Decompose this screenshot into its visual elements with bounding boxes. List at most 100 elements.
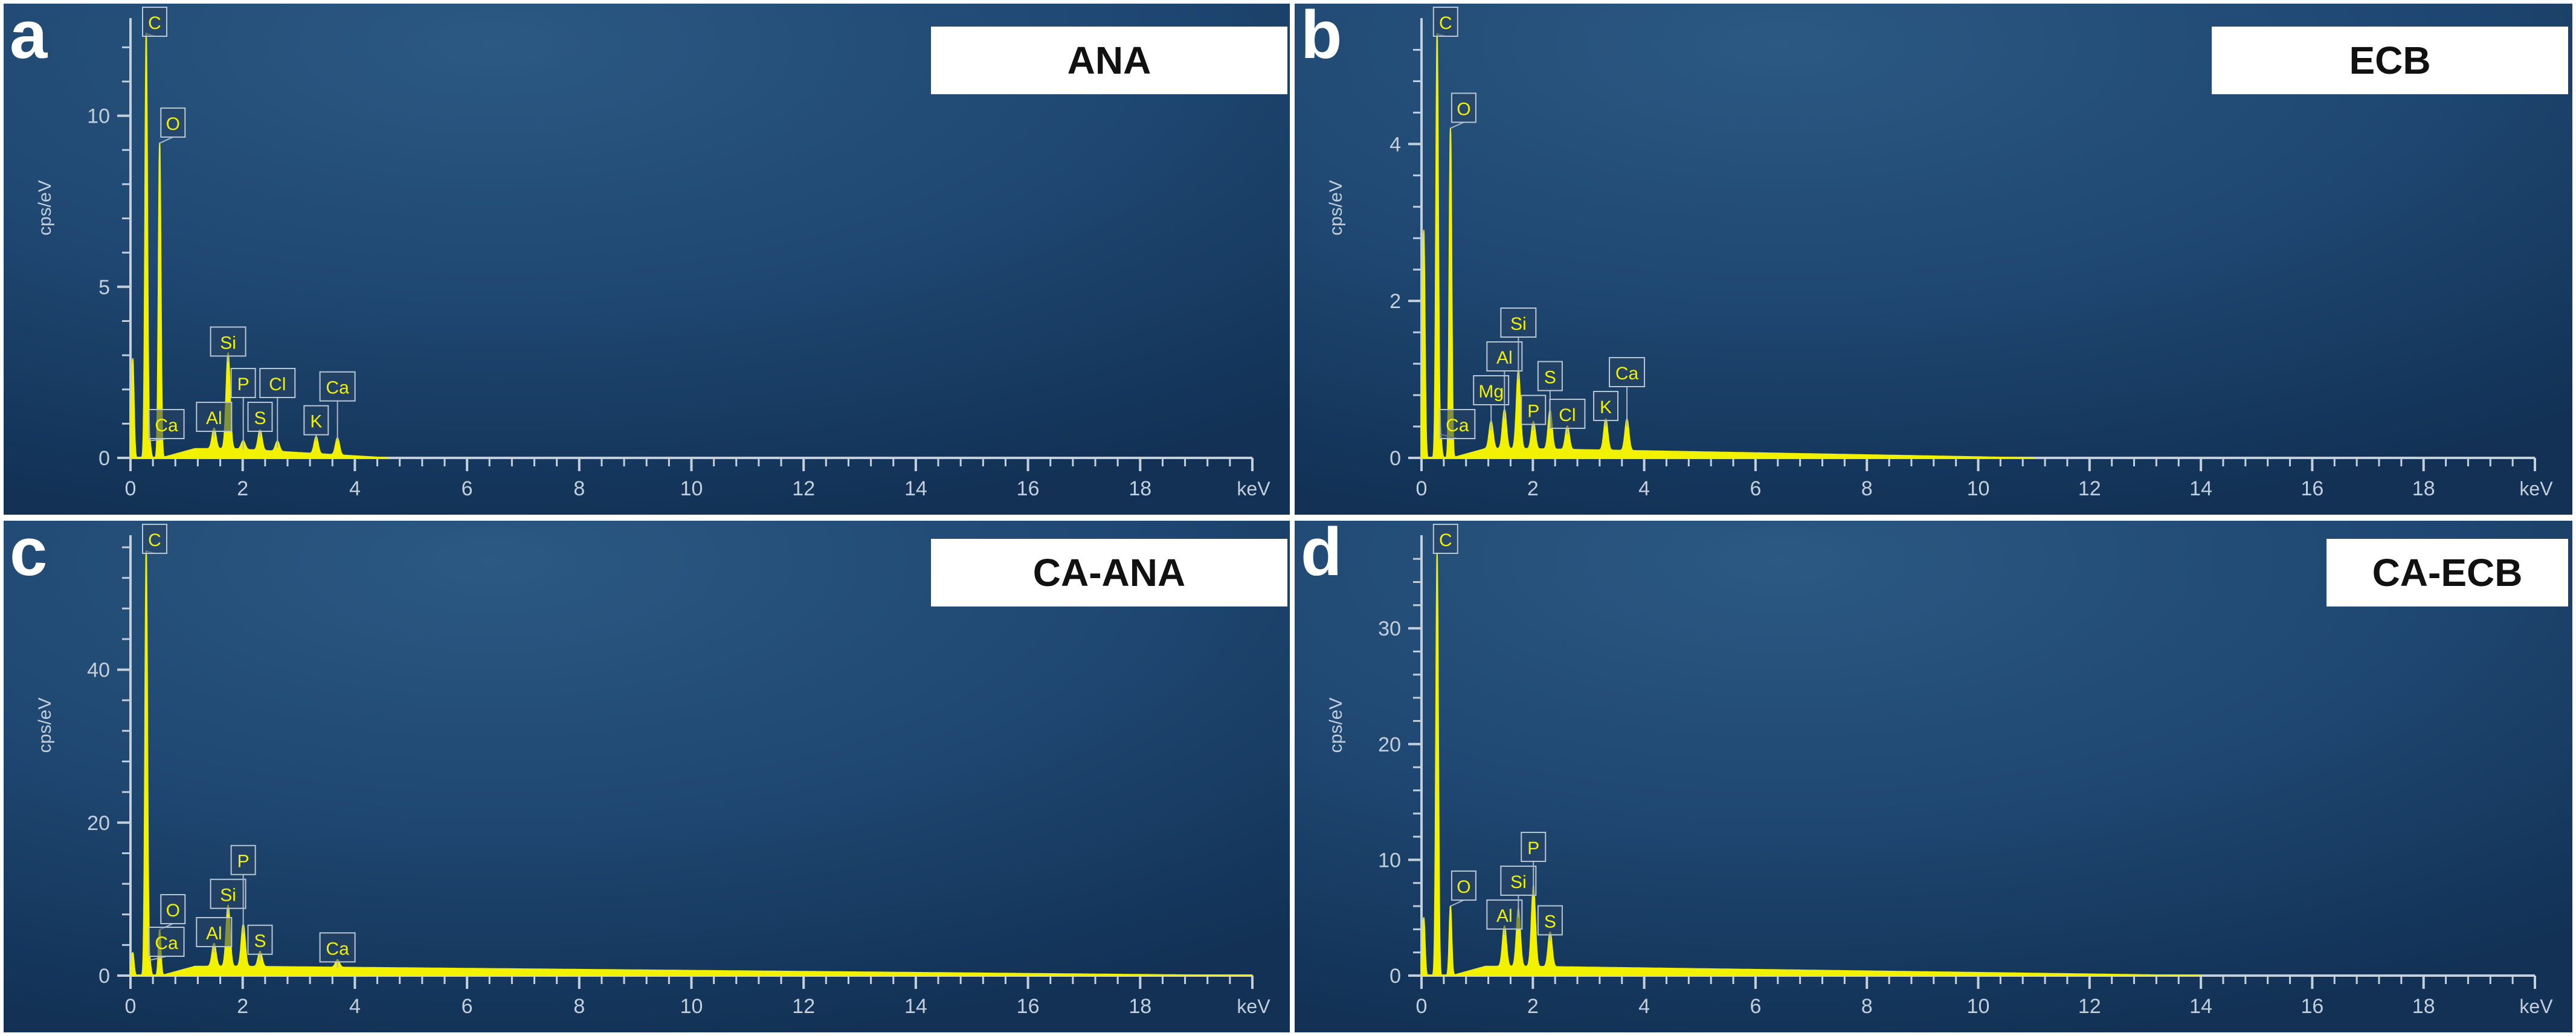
x-axis-label: keV [1237,478,1270,500]
x-tick-label: 10 [1967,477,1990,500]
peak-label-box [1486,341,1523,372]
y-tick-label: 5 [98,276,110,299]
peak-label-box [1486,899,1523,930]
peak-label-box [210,326,246,357]
peak-label-box [148,927,185,957]
peak-label-box [1521,831,1547,862]
x-tick-label: 14 [904,477,927,500]
panel-d: 0 2 4 6 8 10 12 14 16 18 keV 0 10 20 30 cps/eV C O Al Si P S … [1295,521,2572,1032]
x-tick-label: 2 [237,995,248,1018]
x-axis-label: keV [1237,996,1270,1017]
x-tick-label: 6 [462,995,473,1018]
peak-label-si: Si [220,333,236,353]
y-tick-label: 20 [1378,733,1401,756]
peak-label-box [1521,394,1547,425]
x-tick-label: 18 [1129,995,1151,1018]
x-axis-label: keV [2519,996,2553,1017]
peak-label-box [1609,357,1646,388]
peak-label-ca: Ca [326,939,349,959]
peak-label-box [1473,375,1510,405]
x-tick-label: 4 [1638,995,1650,1018]
x-tick-label: 16 [2301,477,2323,500]
peak-label-box [1549,399,1586,430]
peak-label-k: K [310,412,322,432]
x-tick-label: 0 [125,477,137,500]
peak-label-cl: Cl [269,375,286,394]
spectrum-area [1421,33,2035,458]
peak-label-box [319,932,356,963]
peak-label-box [1537,905,1563,936]
peak-label-box [1537,361,1563,391]
peak-label-box [1451,92,1476,123]
panel-a: 0 2 4 6 8 10 12 14 16 18 keV 0 5 10 cps/eV C O Ca Al Si P S Cl… [4,4,1290,515]
x-tick-label: 10 [1967,995,1990,1018]
peak-label-cl: Cl [1559,405,1576,425]
peak-label-ca: Ca [155,933,178,953]
peak-label-c: C [1439,530,1452,550]
x-tick-label: 0 [1416,477,1428,500]
x-tick-label: 12 [2078,477,2101,500]
peak-leader-line [1450,121,1464,129]
panel-letter-d: d [1301,521,1342,590]
x-tick-label: 12 [792,995,815,1018]
peak-label-al: Al [1496,906,1513,926]
peak-label-box [196,402,233,433]
peak-label-ca: Ca [155,416,178,436]
x-tick-label: 6 [1750,477,1761,500]
peak-label-si: Si [1510,872,1527,892]
peak-leader-line [149,956,167,961]
peak-label-o: O [1457,877,1470,897]
peak-label-p: P [237,375,250,394]
peak-label-box [230,845,256,875]
x-tick-label: 12 [2078,995,2101,1018]
peak-label-box [259,368,296,399]
x-tick-label: 8 [1861,995,1873,1018]
peak-label-box [148,409,185,439]
x-tick-label: 16 [1017,477,1040,500]
peak-label-o: O [166,901,180,921]
x-tick-label: 8 [1861,477,1873,500]
peak-label-ca: Ca [1615,364,1639,384]
peak-leader-line [159,137,173,144]
panel-letter-c: c [10,521,48,590]
y-tick-label: 0 [1389,965,1401,988]
x-tick-label: 18 [1129,477,1151,500]
peak-label-al: Al [206,924,222,944]
peak-label-box [1500,865,1537,896]
x-tick-label: 4 [349,477,361,500]
peak-label-s: S [254,408,266,428]
peak-label-box [1500,307,1537,338]
peak-label-box [1439,409,1476,439]
peak-label-s: S [1544,912,1556,932]
peak-label-box [1432,524,1458,554]
spectrum-area [1421,552,2202,976]
x-tick-label: 8 [573,995,585,1018]
peak-label-box [303,405,329,436]
peak-label-box [196,917,233,948]
x-tick-label: 0 [125,995,137,1018]
peak-label-box [1451,870,1476,901]
peak-label-mg: Mg [1478,382,1504,402]
x-tick-label: 2 [1527,477,1539,500]
x-tick-label: 18 [2412,477,2435,500]
peak-label-ca: Ca [326,378,349,398]
sample-label-ca-ecb: CA-ECB [2326,539,2568,606]
x-tick-label: 6 [462,477,473,500]
x-tick-label: 0 [1416,995,1428,1018]
x-tick-label: 4 [349,995,361,1018]
x-tick-label: 2 [1527,995,1539,1018]
peak-label-al: Al [206,408,222,428]
peak-label-box [1593,391,1619,422]
peak-label-s: S [254,931,266,951]
peak-label-box [230,368,256,399]
sample-label-ca-ana: CA-ANA [931,539,1287,606]
peak-label-box [247,402,273,433]
peak-label-box [141,524,167,554]
y-axis-label: cps/eV [35,698,55,753]
y-tick-label: 0 [98,965,110,988]
y-axis-label: cps/eV [35,180,55,236]
x-tick-label: 10 [680,477,703,500]
panel-letter-a: a [10,4,48,72]
x-tick-label: 16 [1017,995,1040,1018]
peak-label-p: P [237,852,250,872]
